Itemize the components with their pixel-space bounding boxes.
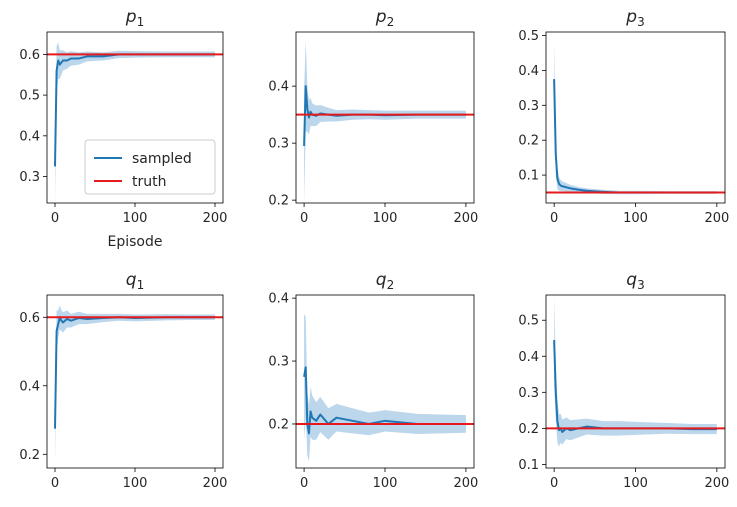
y-tick-label: 0.2 [518,134,539,149]
subplot-2: 0 100 200 0.2 0.3 0.4 p2 [268,7,478,226]
y-tick-label: 0.1 [518,458,539,473]
x-tick-label: 0 [300,211,308,226]
x-tick-label: 0 [550,211,558,226]
subplot-title-main: p [375,7,387,27]
y-tick-label: 0.4 [518,350,539,365]
subplot-1: 0 100 200 0.3 0.4 0.5 0.6 p1 Episode sampled truth [19,7,227,250]
subplot-title-subscript: 3 [637,15,645,29]
y-tick-label: 0.4 [19,129,40,144]
legend: sampled truth [84,139,216,195]
subplot-title: q3 [626,270,644,292]
subplot-4: 0 100 200 0.2 0.4 0.6 q1 [19,270,227,491]
subplot-5: 0 100 200 0.2 0.3 0.4 q2 [268,270,478,491]
x-tick-label: 100 [623,476,648,491]
sampled-band [55,305,215,463]
y-tick-label: 0.2 [268,417,289,432]
y-tick-label: 0.3 [268,355,289,370]
subplot-title-main: p [125,7,137,27]
subplot-3: 0 100 200 0.1 0.2 0.3 0.4 0.5 p3 [518,7,729,226]
axes-frame [545,294,726,469]
subplot-title: q1 [126,270,144,292]
plot-area [296,313,474,462]
subplot-title-subscript: 1 [137,15,145,29]
y-tick-label: 0.4 [268,292,289,307]
x-tick-label: 200 [203,476,228,491]
sampled-line [303,366,466,435]
subplot-title: q2 [376,270,394,292]
y-tick-label: 0.5 [19,89,40,104]
x-tick-label: 200 [704,211,729,226]
x-tick-label: 0 [550,476,558,491]
sampled-line [553,340,717,433]
y-tick-label: 0.4 [19,379,40,394]
y-tick-label: 0.2 [19,448,40,463]
y-tick-label: 0.5 [518,314,539,329]
sampled-band [304,313,466,462]
sampled-line [54,316,215,429]
y-tick-label: 0.2 [518,422,539,437]
subplot-title: p2 [375,7,394,29]
x-tick-label: 0 [300,476,308,491]
sampled-band [304,40,466,203]
x-tick-label: 200 [203,211,228,226]
sampled-band [554,296,717,447]
legend-label-truth: truth [132,174,166,190]
plot-area [546,296,725,447]
y-tick-label: 0.3 [518,386,539,401]
x-tick-label: 100 [373,476,398,491]
x-tick-label: 100 [623,211,648,226]
subplot-title: p3 [625,7,644,29]
y-tick-label: 0.6 [19,311,40,326]
subplot-title-subscript: 1 [137,278,145,292]
subplot-title-main: q [626,270,637,290]
subplot-title-main: q [376,270,387,290]
x-tick-label: 0 [51,476,59,491]
y-tick-label: 0.6 [19,48,40,63]
y-tick-label: 0.1 [518,169,539,184]
subplot-title-subscript: 2 [387,278,395,292]
x-tick-label: 200 [453,211,478,226]
y-tick-label: 0.3 [268,137,289,152]
x-tick-label: 100 [373,211,398,226]
y-tick-label: 0.3 [19,170,40,185]
subplot-title: p1 [125,7,144,29]
plot-area [296,40,474,203]
y-tick-label: 0.5 [518,29,539,44]
x-tick-label: 200 [704,476,729,491]
y-tick-label: 0.3 [518,99,539,114]
subplot-title-subscript: 2 [387,15,395,29]
x-axis-label: Episode [108,234,163,250]
x-tick-label: 0 [51,211,59,226]
plot-area [47,42,223,203]
plot-area [47,305,223,463]
sampled-line [553,79,717,194]
x-tick-label: 100 [123,476,148,491]
axes-frame [545,31,726,204]
subplot-6: 0 100 200 0.1 0.2 0.3 0.4 0.5 q3 [518,270,729,491]
y-tick-label: 0.4 [268,80,289,95]
x-tick-label: 100 [123,211,148,226]
y-tick-label: 0.4 [518,64,539,79]
subplot-title-subscript: 3 [637,278,645,292]
y-tick-label: 0.2 [268,194,289,209]
legend-label-sampled: sampled [132,151,192,167]
subplot-title-main: q [126,270,137,290]
x-tick-label: 200 [453,476,478,491]
plot-area [546,40,725,195]
subplot-title-main: p [625,7,637,27]
axes-frame [295,294,475,469]
sampled-band [554,40,717,195]
